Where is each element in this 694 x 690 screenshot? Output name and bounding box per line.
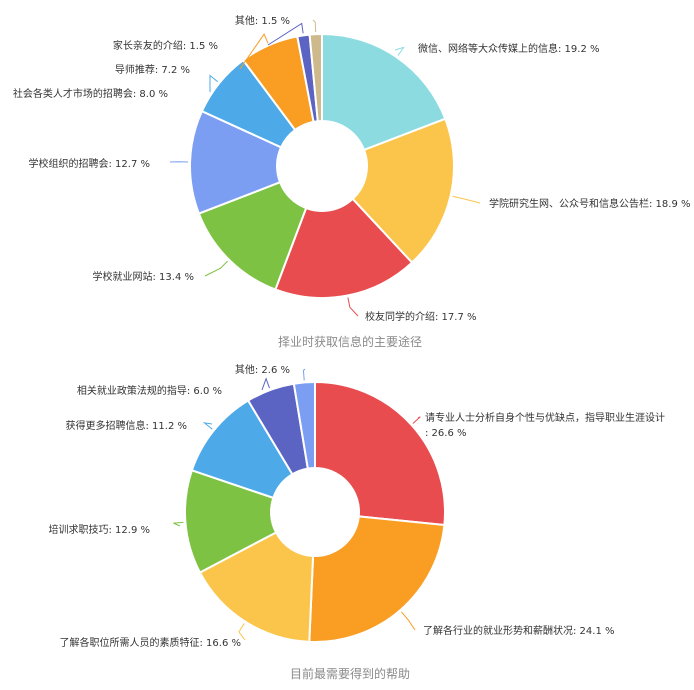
leader-line [400,611,416,631]
leader-line [173,521,184,527]
pie-chart-needed-help: 请专业人士分析自身个性与优缺点，指导职业生涯设计 : 26.6 % 了解各行业的就业… [49,363,666,649]
slice-label: 获得更多招聘信息: 11.2 % [66,419,188,432]
pie-slice [274,197,414,299]
leader-line [302,368,306,381]
pie-slice [308,515,446,643]
slice-label: 微信、网络等大众传媒上的信息: 19.2 % [418,42,600,55]
pie-chart-info-channels: 微信、网络等大众传媒上的信息: 19.2 % 学院研究生网、公众号和信息公告栏: … [13,14,691,323]
slice-label: 学院研究生网、公众号和信息公告栏: 18.9 % [489,197,691,210]
leader-line [412,416,421,424]
pie-slice [184,469,278,574]
slice-label: 培训求职技巧: 12.9 % [49,523,151,536]
leader-line [202,422,213,430]
chart-title: 目前最需要得到的帮助 [290,666,410,681]
slice-label: 相关就业政策法规的指导: 6.0 % [77,384,222,397]
slice-label: 社会各类人才市场的招聘会: 8.0 % [13,87,168,100]
leader-line [312,19,317,33]
leader-line [204,260,228,277]
slice-label: 学校组织的招聘会: 12.7 % [29,157,151,170]
leader-line [238,623,246,641]
leader-line [261,377,270,391]
slice-label: 家长亲友的介绍: 1.5 % [113,39,218,52]
leader-line [347,297,359,317]
slice-label: 请专业人士分析自身个性与优缺点，指导职业生涯设计 [425,411,665,424]
pie-slice [292,380,316,470]
slice-label: 其他: 2.6 % [235,363,290,376]
pie-slice [314,380,446,527]
pie-slice [321,32,447,152]
leader-line [394,46,405,56]
chart-title: 择业时获取信息的主要途径 [278,334,422,349]
slice-label: : 26.6 % [425,428,467,439]
pie-slice [198,531,315,643]
slice-label: 导师推荐: 7.2 % [115,63,190,76]
leader-line [267,22,304,46]
slice-label: 其他: 1.5 % [235,14,290,27]
leader-line [209,74,219,93]
leader-line [452,195,481,204]
pie-slice [308,32,323,123]
slice-label: 了解各职位所需人员的素质特征: 16.6 % [60,636,242,649]
pie-slice [351,117,455,264]
slice-label: 校友同学的介绍: 17.7 % [365,310,477,323]
pie-slice [197,180,308,291]
slice-label: 了解各行业的就业形势和薪酬状况: 24.1 % [423,624,615,637]
leader-line [239,33,269,70]
slice-label: 学校就业网站: 13.4 % [93,270,195,283]
